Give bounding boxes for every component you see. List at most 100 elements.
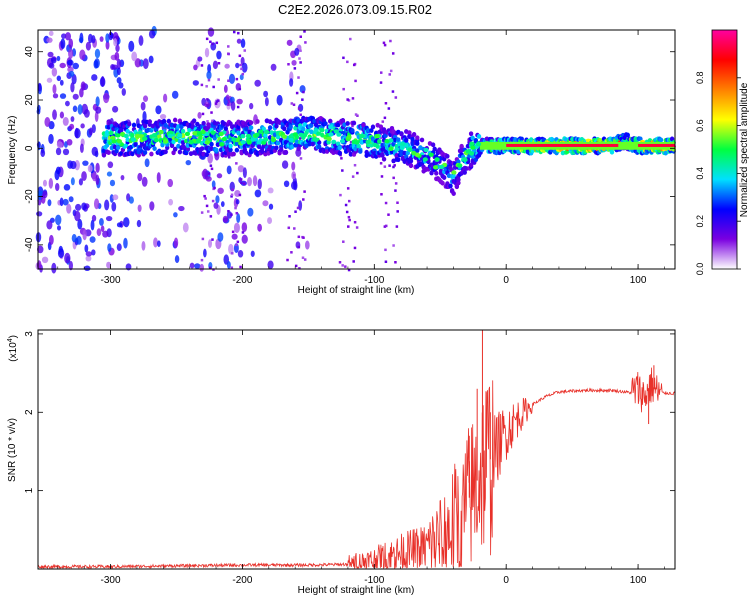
noise-cell <box>379 162 383 165</box>
ridge-peak <box>177 133 183 138</box>
noise-cell <box>131 51 138 62</box>
noise-cell <box>209 164 213 167</box>
ridge-cell <box>415 141 420 146</box>
x-tick-label: -200 <box>232 275 252 286</box>
noise-cell <box>394 96 398 99</box>
noise-cell <box>203 194 206 198</box>
noise-cell <box>267 187 274 194</box>
noise-cell <box>48 30 54 37</box>
ridge-peak <box>469 141 475 146</box>
ridge-peak <box>336 132 342 137</box>
noise-cell <box>67 160 73 169</box>
noise-cell <box>79 143 84 153</box>
noise-cell <box>207 78 211 82</box>
noise-cell <box>297 107 301 110</box>
noise-cell <box>346 187 350 190</box>
noise-cell <box>395 225 399 228</box>
ridge-cell <box>361 122 366 128</box>
noise-cell <box>232 30 236 34</box>
ridge-cell <box>278 147 284 152</box>
ridge-peak <box>462 157 468 163</box>
ridge-cell <box>104 142 110 148</box>
noise-cell <box>301 98 304 101</box>
ridge-peak <box>158 129 164 135</box>
noise-cell <box>57 248 65 259</box>
noise-cell <box>113 38 118 47</box>
noise-cell <box>85 251 93 257</box>
noise-cell <box>298 200 303 211</box>
noise-cell <box>233 222 240 234</box>
noise-cell <box>230 193 234 197</box>
noise-cell <box>37 82 42 92</box>
ridge-peak <box>319 127 325 133</box>
ridge-cell <box>294 139 300 145</box>
ridge-peak <box>218 131 224 137</box>
noise-cell <box>68 48 74 59</box>
noise-cell <box>212 268 215 271</box>
noise-cell <box>192 80 199 86</box>
noise-cell <box>396 201 399 204</box>
ridge-cell <box>204 152 210 158</box>
noise-cell <box>222 215 229 223</box>
noise-cell <box>99 218 104 226</box>
ridge-peak <box>245 133 252 139</box>
noise-cell <box>252 175 258 187</box>
noise-cell <box>351 124 354 128</box>
ridge-cell <box>142 123 148 129</box>
ridge-cell <box>625 132 630 138</box>
noise-cell <box>286 258 289 262</box>
noise-cell <box>301 256 305 259</box>
ridge-cell <box>215 142 221 148</box>
ridge-peak <box>434 157 440 162</box>
ridge-cell <box>451 191 456 196</box>
noise-cell <box>344 265 347 268</box>
noise-cell <box>295 91 299 95</box>
noise-cell <box>70 177 75 186</box>
ridge-cell <box>407 130 412 136</box>
ridge-cell <box>177 149 183 155</box>
noise-cell <box>286 39 293 46</box>
noise-cell <box>72 93 79 100</box>
noise-cell <box>353 220 357 224</box>
noise-cell <box>182 222 189 233</box>
noise-cell <box>227 209 230 213</box>
ridge-cell <box>142 150 148 155</box>
noise-cell <box>354 79 357 83</box>
noise-cell <box>353 163 357 167</box>
snr-scale-label: (x104) <box>7 335 19 362</box>
ridge-cell <box>244 126 249 132</box>
ridge-cell <box>430 142 436 148</box>
colorbar-gradient <box>711 29 738 270</box>
noise-cell <box>393 164 396 167</box>
ridge-cell <box>468 162 474 168</box>
ridge-cell <box>180 128 186 134</box>
y-tick-label: 40 <box>24 46 35 58</box>
ridge-peak <box>256 140 262 145</box>
noise-cell <box>216 50 222 60</box>
noise-cell <box>140 101 146 111</box>
snr-y-label: SNR (10 * v/v) <box>7 418 18 482</box>
noise-cell <box>199 263 204 272</box>
noise-cell <box>94 48 101 59</box>
noise-cell <box>68 260 73 271</box>
ridge-cell <box>476 134 482 139</box>
ridge-peak <box>142 136 148 141</box>
ridge-cell <box>408 163 414 168</box>
noise-cell <box>206 120 209 123</box>
noise-cell <box>51 262 57 274</box>
ridge-cell <box>337 150 342 156</box>
noise-cell <box>56 141 63 149</box>
noise-cell <box>211 180 216 189</box>
noise-cell <box>292 103 296 107</box>
x-tick-label: 100 <box>630 575 647 586</box>
noise-cell <box>347 215 351 219</box>
ridge-peak <box>163 139 169 144</box>
noise-cell <box>93 59 99 69</box>
ridge-cell <box>236 130 241 136</box>
snr-axes: -300 -200 -100 0 100 1 2 3 <box>24 330 675 586</box>
noise-cell <box>99 36 104 42</box>
ridge-peak <box>263 137 269 142</box>
noise-cell <box>204 47 210 58</box>
noise-cell <box>299 113 302 117</box>
noise-cell <box>217 232 224 242</box>
